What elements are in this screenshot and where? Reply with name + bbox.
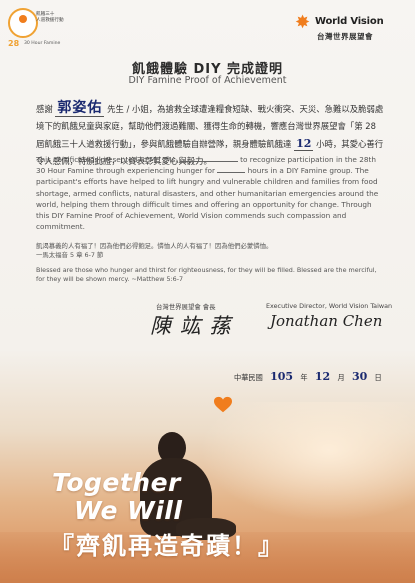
zh-body-paragraph: 感謝 郭姿佑 先生 / 小姐，為搶救全球遭逢糧食短缺、戰火衝突、天災、急難以及脆… — [36, 100, 386, 170]
date-day-unit: 日 — [374, 373, 382, 382]
hours-blank-line — [217, 172, 246, 174]
director-signature: Jonathan Chen — [270, 312, 383, 330]
verse-zh-reference: 一馬太福音 5 章 6-7 節 — [36, 251, 104, 259]
logo-zh-text: 台灣世界展望會 — [317, 32, 373, 41]
date-month: 12 — [314, 370, 331, 383]
badge-number: 28 — [8, 39, 20, 48]
logo-en-text: World Vision — [315, 16, 384, 27]
hours-handwritten: 12 — [294, 137, 314, 151]
verse-zh-text: 飢渴慕義的人有福了！因為他們必得飽足。憐恤人的人有福了！因為他們必蒙憐恤。 — [36, 242, 273, 250]
child-leg — [176, 518, 236, 540]
name-blank-line — [179, 161, 238, 162]
badge-circle-icon — [8, 8, 38, 38]
ground-shadow — [0, 532, 415, 583]
slogan-line-3: 『齊飢再造奇蹟！』 — [50, 532, 284, 560]
date-year: 105 — [270, 370, 294, 383]
child-photo — [0, 392, 415, 583]
star-icon: ✸ — [295, 12, 311, 33]
slogan-line-1: Together — [52, 468, 181, 497]
director-label: Executive Director, World Vision Taiwan — [266, 302, 393, 310]
verse-en-text: Blessed are those who hunger and thirst … — [36, 266, 377, 283]
verse-zh: 飢渴慕義的人有福了！因為他們必得飽足。憐恤人的人有福了！因為他們必蒙憐恤。 一馬… — [36, 242, 386, 260]
en-body-end: hours in a DIY Famine group. The partici… — [36, 166, 379, 232]
world-vision-logo: ✸ World Vision 台灣世界展望會 — [295, 14, 405, 48]
badge-zh-text: 飢餓三十 人道救援行動 — [36, 12, 64, 23]
date-month-unit: 月 — [337, 373, 345, 382]
heart-icon — [214, 396, 232, 413]
date-prefix: 中華民國 — [234, 373, 263, 382]
en-body-paragraph: This certificate is presented to Mr. /Ms… — [36, 154, 386, 232]
title-zh: 飢餓體驗 DIY 完成證明 — [131, 62, 284, 77]
issue-date: 中華民國 105 年 12 月 30 日 — [234, 370, 382, 383]
zh-body-end: 小時，其愛心善行令人感佩，特頒此證，以資表彰其愛心與毅力。 — [36, 139, 384, 166]
en-body-main: to recognize participation in the 28th 3… — [36, 155, 376, 176]
zh-body-main: 先生 / 小姐，為搶救全球遭逢糧食短缺、戰火衝突、天災、急難以及脆弱處境下的飢餓… — [36, 104, 384, 149]
president-label: 台灣世界展望會 會長 — [156, 303, 216, 311]
badge-en-text: 30 Hour Famine — [24, 41, 61, 46]
date-year-unit: 年 — [300, 373, 308, 382]
zh-body-intro: 感謝 — [36, 104, 53, 114]
slogan-line-2: We Will — [74, 496, 183, 525]
en-body-intro: This certificate is presented to Mr. /Ms… — [36, 155, 178, 164]
date-day: 30 — [351, 370, 368, 383]
title-en: DIY Famine Proof of Achievement — [128, 75, 287, 86]
recipient-name: 郭姿佑 — [55, 100, 105, 117]
photo-light — [200, 402, 415, 522]
president-signature: 陳 竑 蓀 — [150, 314, 232, 338]
famine-badge-logo: 飢餓三十 人道救援行動 28 30 Hour Famine — [6, 6, 90, 50]
